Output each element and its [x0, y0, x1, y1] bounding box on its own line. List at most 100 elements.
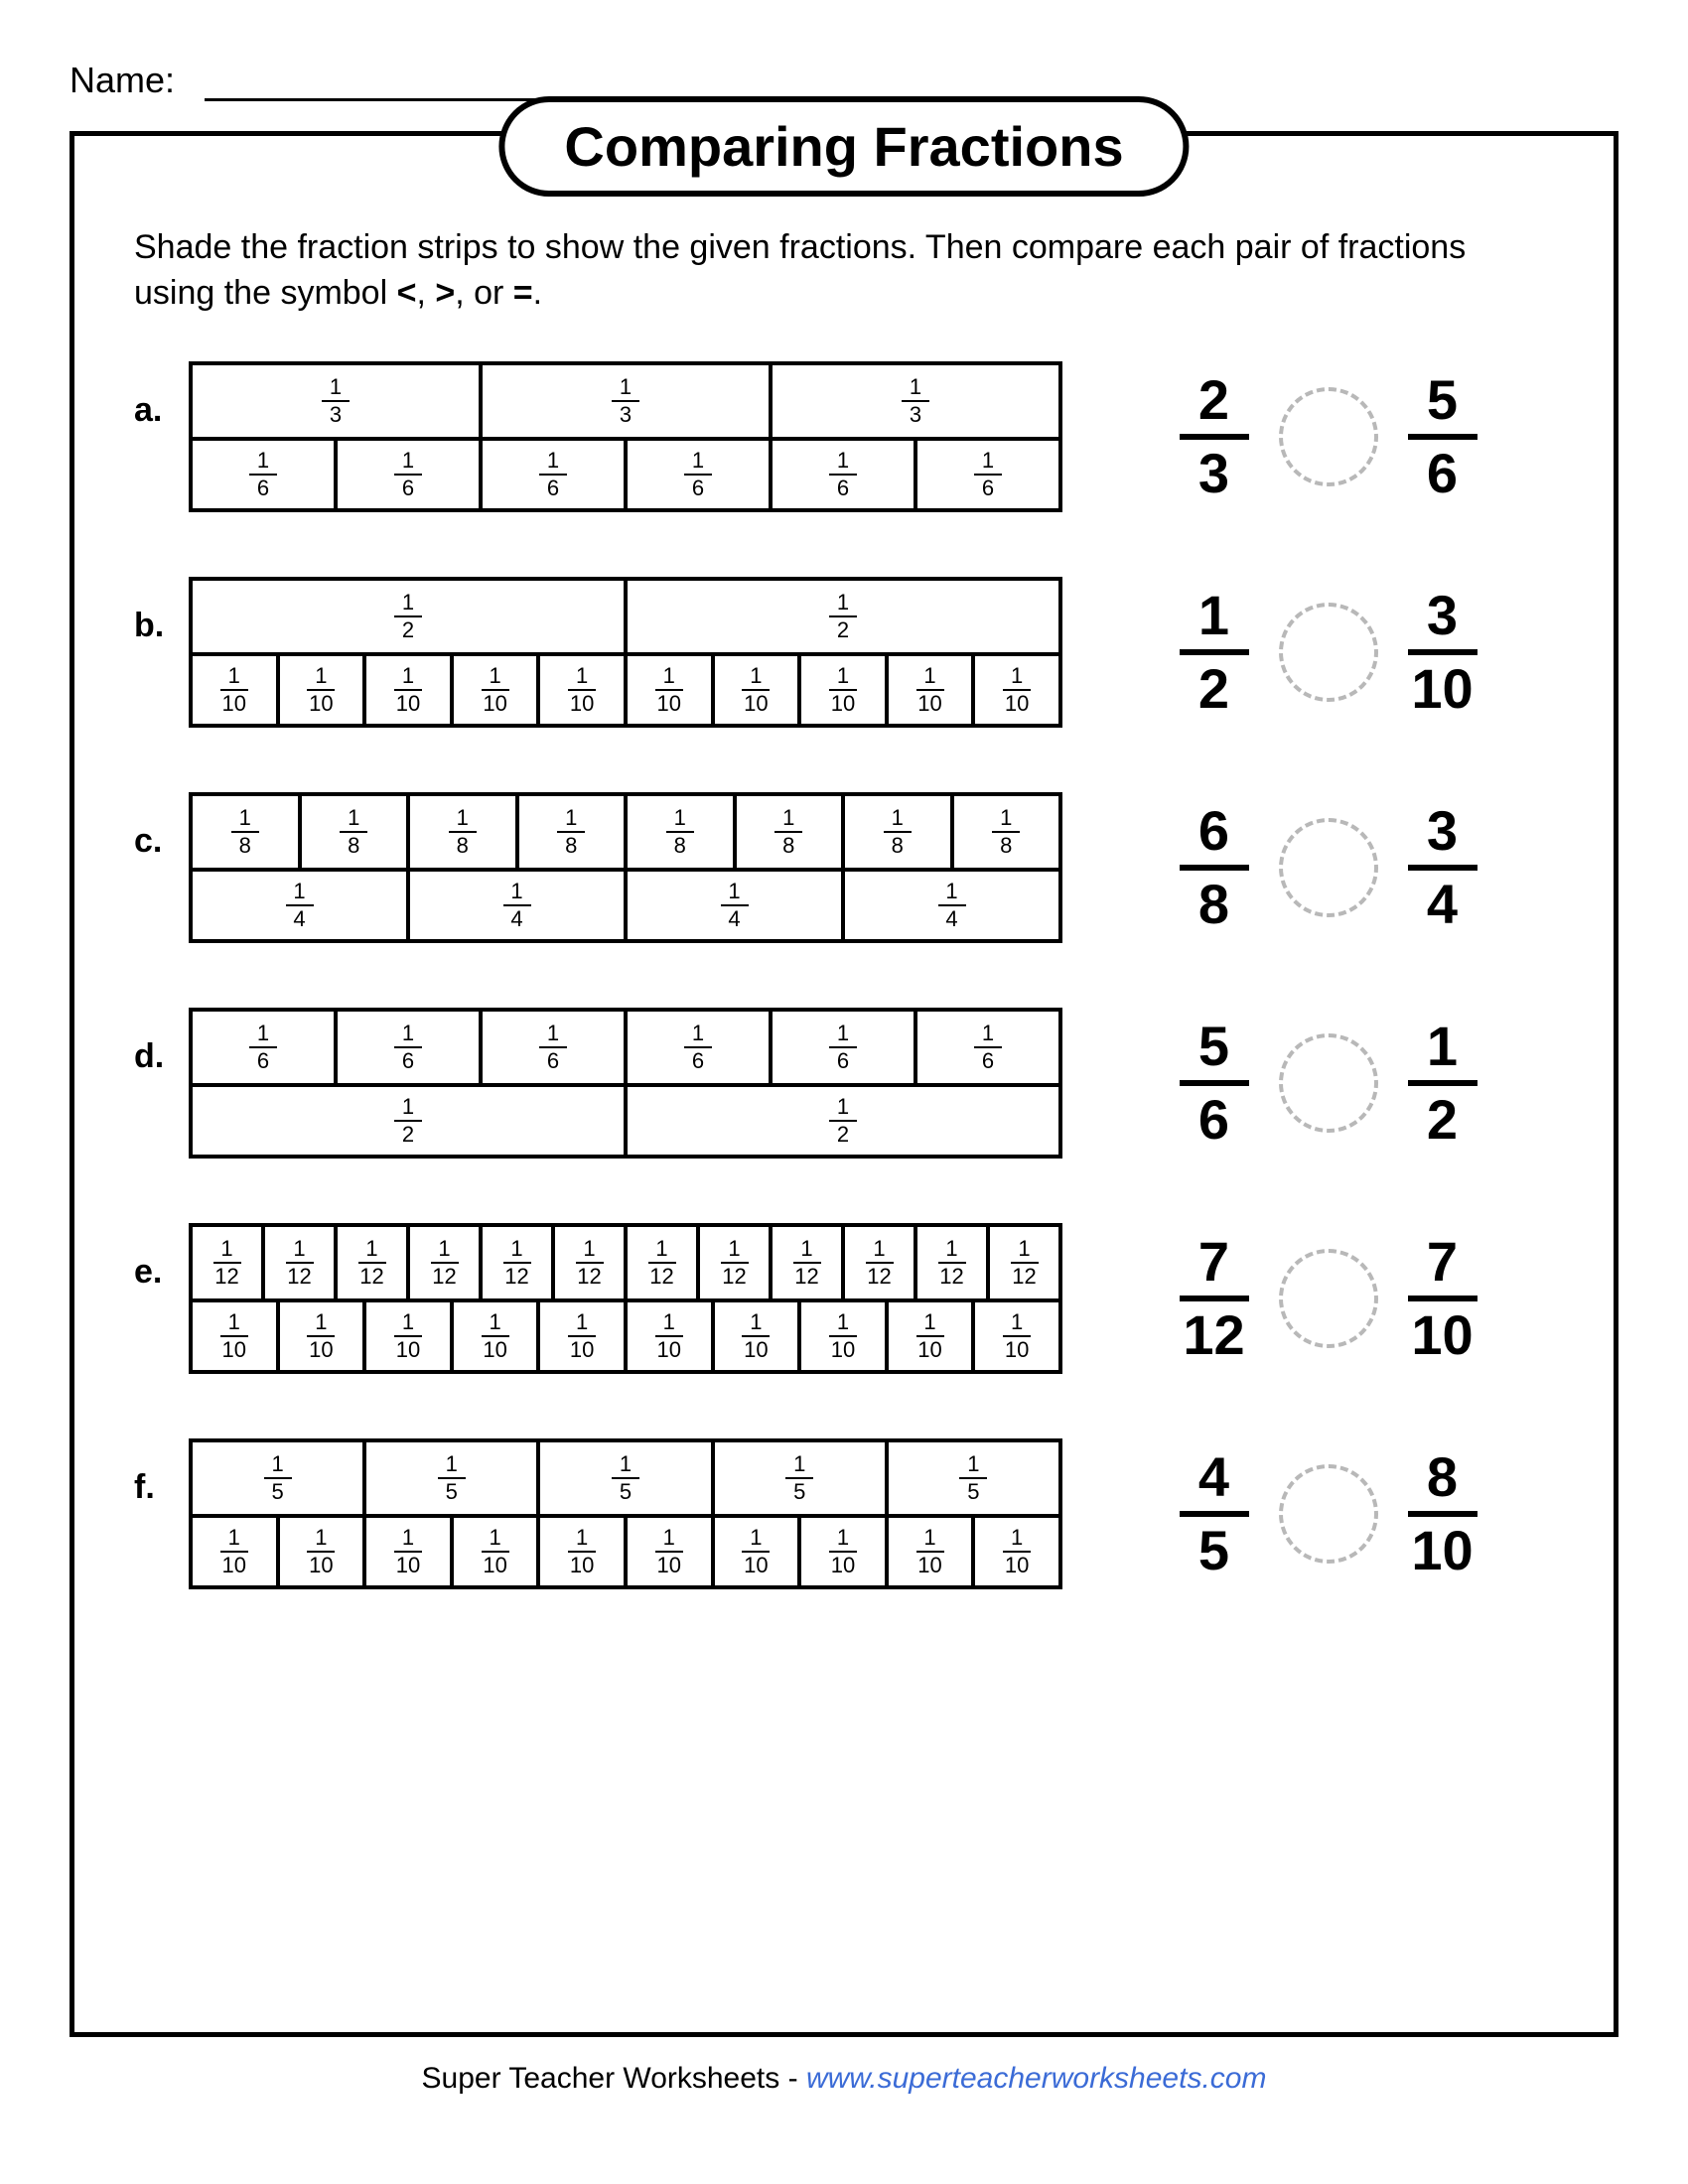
fraction-strip-cell[interactable]: 110: [536, 1302, 624, 1370]
fraction-strip-cell[interactable]: 18: [950, 796, 1059, 868]
answer-circle[interactable]: [1279, 1464, 1378, 1564]
fraction-strip-cell[interactable]: 18: [624, 796, 733, 868]
fraction-strip-cell[interactable]: 16: [914, 441, 1058, 508]
unit-fraction: 15: [785, 1453, 813, 1503]
fraction-strip-cell[interactable]: 112: [551, 1227, 624, 1298]
answer-circle[interactable]: [1279, 818, 1378, 917]
unit-fraction: 18: [992, 807, 1020, 857]
fraction-strip-cell[interactable]: 15: [711, 1442, 885, 1514]
fraction-strip-cell[interactable]: 16: [914, 1012, 1058, 1083]
unit-fraction: 110: [1003, 1527, 1031, 1576]
fraction-strip-cell[interactable]: 110: [193, 1302, 276, 1370]
fraction-strip-cell[interactable]: 110: [711, 1302, 798, 1370]
fraction-strip-cell[interactable]: 14: [406, 872, 624, 939]
fraction-strip-cell[interactable]: 110: [276, 1518, 363, 1585]
answer-circle[interactable]: [1279, 1033, 1378, 1133]
fraction-strip-cell[interactable]: 12: [193, 1087, 624, 1155]
fraction-strip-cell[interactable]: 110: [971, 656, 1058, 724]
fraction-strip-cell[interactable]: 16: [624, 1012, 769, 1083]
fraction-strip-cell[interactable]: 110: [885, 1518, 972, 1585]
fraction-strip-cell[interactable]: 110: [450, 1518, 537, 1585]
fraction-strip-cell[interactable]: 110: [885, 656, 972, 724]
fraction-strip-cell[interactable]: 16: [769, 1012, 914, 1083]
fraction-strip-cell[interactable]: 15: [193, 1442, 362, 1514]
fraction-strip-cell[interactable]: 15: [362, 1442, 536, 1514]
fraction-strip-cell[interactable]: 16: [479, 441, 624, 508]
answer-circle[interactable]: [1279, 387, 1378, 486]
fraction-strip-cell[interactable]: 110: [885, 1302, 972, 1370]
unit-fraction: 112: [431, 1238, 459, 1288]
unit-fraction: 112: [721, 1238, 749, 1288]
fraction-strip-cell[interactable]: 18: [193, 796, 298, 868]
fraction-strip-cell[interactable]: 14: [841, 872, 1058, 939]
fraction-strip-cell[interactable]: 12: [193, 581, 624, 652]
fraction-strip-cell[interactable]: 18: [406, 796, 515, 868]
fraction-strip-cell[interactable]: 110: [536, 656, 624, 724]
fraction-strip-cell[interactable]: 112: [914, 1227, 986, 1298]
fraction-strip-cell[interactable]: 112: [841, 1227, 914, 1298]
fraction-strip-cell[interactable]: 110: [362, 656, 450, 724]
fraction-strip-cell[interactable]: 12: [624, 581, 1058, 652]
fraction-strip-cell[interactable]: 16: [334, 441, 479, 508]
unit-fraction: 112: [503, 1238, 531, 1288]
answer-circle[interactable]: [1279, 1249, 1378, 1348]
fraction-strip-cell[interactable]: 110: [971, 1302, 1058, 1370]
fraction-strip-cell[interactable]: 112: [479, 1227, 551, 1298]
fraction-strips: 1616161616161212: [189, 1008, 1062, 1159]
fraction-strip-cell[interactable]: 13: [479, 365, 769, 437]
fraction-strip-cell[interactable]: 110: [450, 1302, 537, 1370]
fraction-strip-cell[interactable]: 110: [971, 1518, 1058, 1585]
fraction-strip-cell[interactable]: 110: [711, 1518, 798, 1585]
fraction-strip-cell[interactable]: 110: [362, 1302, 450, 1370]
fraction-strip-cell[interactable]: 16: [334, 1012, 479, 1083]
fraction-strip-cell[interactable]: 12: [624, 1087, 1058, 1155]
fraction-strip-cell[interactable]: 16: [479, 1012, 624, 1083]
comparison-area: 2356: [1062, 372, 1554, 501]
fraction-strip-cell[interactable]: 14: [624, 872, 841, 939]
fraction-strip-cell[interactable]: 110: [276, 656, 363, 724]
fraction-strip-cell[interactable]: 18: [841, 796, 950, 868]
fraction-strip-cell[interactable]: 16: [624, 441, 769, 508]
fraction-strip-cell[interactable]: 110: [797, 1518, 885, 1585]
fraction-strip-cell[interactable]: 14: [193, 872, 406, 939]
fraction-strip-cell[interactable]: 16: [193, 441, 334, 508]
fraction-strip-cell[interactable]: 110: [276, 1302, 363, 1370]
unit-fraction: 16: [974, 450, 1002, 499]
unit-fraction: 110: [568, 1311, 596, 1361]
unit-fraction: 112: [213, 1238, 241, 1288]
fraction-strip-cell[interactable]: 13: [769, 365, 1058, 437]
fraction-strip-cell[interactable]: 16: [769, 441, 914, 508]
fraction-strip-cell[interactable]: 110: [797, 1302, 885, 1370]
fraction-strip-row: 131313: [193, 365, 1058, 437]
fraction-strip-cell[interactable]: 110: [624, 656, 711, 724]
fraction-strip-cell[interactable]: 112: [193, 1227, 261, 1298]
fraction-strip-cell[interactable]: 18: [298, 796, 407, 868]
unit-fraction: 16: [394, 450, 422, 499]
fraction-strip-cell[interactable]: 18: [733, 796, 842, 868]
fraction-strip-cell[interactable]: 112: [696, 1227, 769, 1298]
fraction-strip-cell[interactable]: 110: [624, 1302, 711, 1370]
fraction-strip-cell[interactable]: 112: [769, 1227, 841, 1298]
fraction-strip-cell[interactable]: 16: [193, 1012, 334, 1083]
fraction-strip-cell[interactable]: 110: [193, 1518, 276, 1585]
fraction-strip-cell[interactable]: 15: [536, 1442, 710, 1514]
fraction-strip-cell[interactable]: 110: [362, 1518, 450, 1585]
fraction-strip-cell[interactable]: 112: [624, 1227, 696, 1298]
compare-fraction-left: 712: [1180, 1234, 1249, 1363]
fraction-strip-cell[interactable]: 13: [193, 365, 479, 437]
fraction-strip-cell[interactable]: 18: [515, 796, 625, 868]
fraction-strip-cell[interactable]: 110: [711, 656, 798, 724]
unit-fraction: 15: [264, 1453, 292, 1503]
answer-circle[interactable]: [1279, 603, 1378, 702]
fraction-strip-cell[interactable]: 110: [536, 1518, 624, 1585]
unit-fraction: 110: [568, 665, 596, 715]
fraction-strip-cell[interactable]: 15: [885, 1442, 1058, 1514]
fraction-strip-cell[interactable]: 112: [334, 1227, 406, 1298]
fraction-strip-cell[interactable]: 112: [986, 1227, 1058, 1298]
fraction-strip-cell[interactable]: 110: [450, 656, 537, 724]
fraction-strip-cell[interactable]: 112: [261, 1227, 334, 1298]
fraction-strip-cell[interactable]: 112: [406, 1227, 479, 1298]
fraction-strip-cell[interactable]: 110: [624, 1518, 711, 1585]
fraction-strip-cell[interactable]: 110: [193, 656, 276, 724]
fraction-strip-cell[interactable]: 110: [797, 656, 885, 724]
